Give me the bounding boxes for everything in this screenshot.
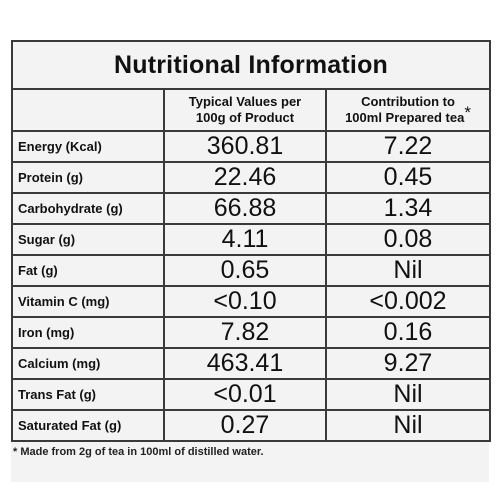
contribution-value: 7.22 — [324, 130, 492, 163]
contribution-value: <0.002 — [324, 285, 492, 318]
typical-value: 0.65 — [163, 254, 327, 287]
table-title: Nutritional Information — [10, 40, 492, 90]
contribution-value: 0.45 — [324, 161, 492, 194]
header-typical-line1: Typical Values per — [188, 94, 302, 109]
table-row: Vitamin C (mg) <0.10 <0.002 — [11, 285, 492, 318]
typical-value: <0.10 — [163, 285, 327, 318]
title-row: Nutritional Information — [10, 40, 492, 90]
contribution-value: 0.16 — [324, 316, 492, 349]
contribution-value: Nil — [324, 409, 492, 442]
contribution-value: 9.27 — [324, 347, 492, 380]
typical-value: 360.81 — [163, 130, 327, 163]
header-contribution: Contribution to 100ml Prepared tea* — [324, 88, 492, 132]
typical-value: 4.11 — [163, 223, 327, 256]
contribution-value: 1.34 — [324, 192, 492, 225]
nutrient-label: Energy (Kcal) — [11, 130, 165, 163]
nutrient-rows: Energy (Kcal) 360.81 7.22 Protein (g) 22.46 0… — [11, 130, 492, 442]
table-row: Energy (Kcal) 360.81 7.22 — [11, 130, 492, 163]
table-row: Calcium (mg) 463.41 9.27 — [11, 347, 492, 380]
nutrient-label: Vitamin C (mg) — [11, 285, 165, 318]
table-row: Carbohydrate (g) 66.88 1.34 — [11, 192, 492, 225]
nutrition-table: Nutritional Information Typical Values p… — [10, 40, 492, 442]
header-blank-cell — [11, 88, 165, 132]
table-row: Protein (g) 22.46 0.45 — [11, 161, 492, 194]
nutrient-label: Fat (g) — [11, 254, 165, 287]
nutrient-label: Calcium (mg) — [11, 347, 165, 380]
typical-value: 463.41 — [163, 347, 327, 380]
header-typical-values: Typical Values per 100g of Product — [163, 88, 327, 132]
typical-value: 7.82 — [163, 316, 327, 349]
table-row: Saturated Fat (g) 0.27 Nil — [11, 409, 492, 442]
typical-value: 66.88 — [163, 192, 327, 225]
table-row: Iron (mg) 7.82 0.16 — [11, 316, 492, 349]
table-row: Trans Fat (g) <0.01 Nil — [11, 378, 492, 411]
footnote: * Made from 2g of tea in 100ml of distil… — [13, 446, 264, 458]
asterisk-mark: * — [464, 103, 471, 122]
header-contribution-line2: 100ml Prepared tea — [345, 110, 465, 125]
typical-value: 22.46 — [163, 161, 327, 194]
header-row: Typical Values per 100g of Product Contr… — [11, 88, 492, 132]
contribution-value: Nil — [324, 378, 492, 411]
typical-value: <0.01 — [163, 378, 327, 411]
nutrient-label: Trans Fat (g) — [11, 378, 165, 411]
header-contribution-line1: Contribution to — [361, 94, 455, 109]
nutrient-label: Carbohydrate (g) — [11, 192, 165, 225]
contribution-value: Nil — [324, 254, 492, 287]
header-typical-line2: 100g of Product — [195, 110, 295, 125]
nutrient-label: Iron (mg) — [11, 316, 165, 349]
typical-value: 0.27 — [163, 409, 327, 442]
table-row: Fat (g) 0.65 Nil — [11, 254, 492, 287]
contribution-value: 0.08 — [324, 223, 492, 256]
nutrient-label: Sugar (g) — [11, 223, 165, 256]
nutrient-label: Saturated Fat (g) — [11, 409, 165, 442]
table-row: Sugar (g) 4.11 0.08 — [11, 223, 492, 256]
nutrient-label: Protein (g) — [11, 161, 165, 194]
